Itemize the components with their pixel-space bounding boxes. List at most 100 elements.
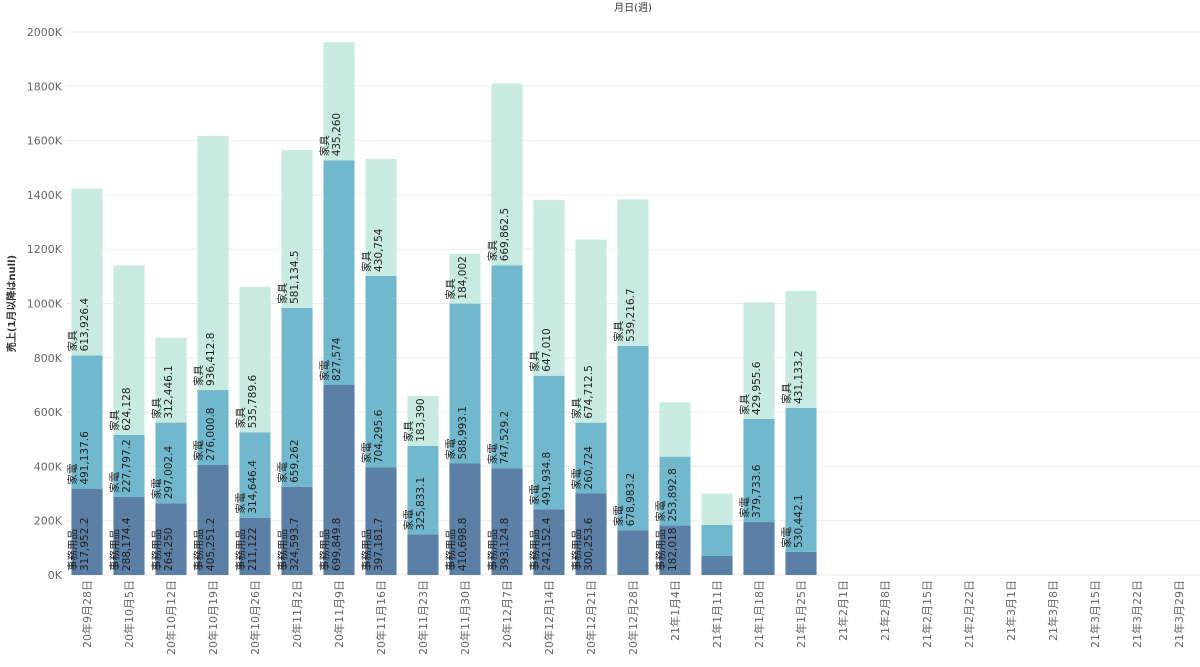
bar-segment (743, 302, 775, 419)
segment-label: 家電 276,000.8 (192, 408, 217, 461)
segment-series-name: 事務用品 (234, 529, 247, 571)
x-tick: 20年10月12日 (164, 580, 178, 655)
segment-series-name: 家具 (402, 420, 415, 441)
x-tick: 20年9月28日 (80, 580, 94, 648)
x-tick: 20年11月23日 (416, 580, 430, 655)
segment-series-name: 家具 (276, 282, 289, 303)
segment-value-label: 669,862.5 (499, 208, 511, 261)
segment-series-name: 事務用品 (444, 529, 457, 571)
segment-label: 事務用品 699,849.8 (318, 518, 343, 571)
segment-value-label: 227,797.2 (121, 439, 133, 492)
x-tick: 20年10月5日 (122, 580, 136, 648)
bar-segment (701, 555, 733, 575)
y-tick-label: 1000K (27, 298, 63, 311)
bar-segment (701, 524, 733, 556)
segment-label: 家電 747,529.2 (486, 411, 511, 464)
x-tick: 20年11月2日 (290, 580, 304, 648)
segment-series-name: 家電 (276, 461, 289, 482)
segment-value-label: 624,128 (121, 387, 133, 430)
y-axis-label: 売上(1月以降はnull) (5, 255, 18, 352)
x-tick-label: 21年1月11日 (710, 580, 724, 648)
bar-segment (323, 42, 355, 161)
segment-value-label: 659,262 (289, 439, 301, 482)
segment-label: 家具 647,010 (528, 328, 553, 371)
segment-series-name: 家具 (738, 393, 751, 414)
segment-label: 家具 430,754 (360, 228, 385, 272)
x-tick-label: 21年2月15日 (920, 580, 934, 648)
bar-segment (113, 496, 145, 575)
segment-value-label: 588,993.1 (457, 406, 469, 459)
segment-series-name: 家具 (318, 135, 331, 156)
x-tick: 21年3月29日 (1172, 580, 1186, 648)
bar-segment (785, 551, 817, 575)
x-tick-label: 21年3月22日 (1130, 580, 1144, 648)
x-tick: 21年1月18日 (752, 580, 766, 648)
segment-label: 事務用品 300,253.6 (570, 517, 595, 571)
segment-label: 家具 184,002 (444, 256, 469, 299)
x-tick: 21年1月4日 (668, 580, 682, 641)
segment-value-label: 613,926.4 (79, 298, 91, 352)
x-tick-label: 20年12月14日 (542, 580, 556, 655)
y-tick-label: 400K (34, 460, 63, 473)
segment-value-label: 379,733.6 (751, 464, 763, 518)
segment-series-name: 家電 (66, 463, 79, 484)
bar-segment (71, 488, 103, 575)
segment-series-name: 家電 (150, 478, 163, 499)
segment-value-label: 429,955.6 (751, 361, 763, 415)
segment-series-name: 家具 (444, 278, 457, 299)
segment-label: 家具 624,128 (108, 387, 133, 430)
segment-label: 家電 379,733.6 (738, 464, 763, 518)
y-tick-label: 1400K (27, 189, 63, 202)
bar-segment (533, 509, 565, 575)
x-tick-label: 20年12月28日 (626, 580, 640, 655)
segment-label: 家電 491,934.8 (528, 452, 553, 505)
bar-segment (281, 307, 313, 487)
segment-label: 事務用品 405,251.2 (192, 518, 217, 571)
bar-segment (281, 150, 313, 308)
x-tick: 20年11月16日 (374, 580, 388, 655)
segment-series-name: 事務用品 (654, 529, 667, 571)
segment-label: 家具 936,412.8 (192, 333, 217, 386)
segment-series-name: 事務用品 (360, 529, 373, 571)
x-tick-label: 20年12月21日 (584, 580, 598, 655)
x-tick-label: 20年11月9日 (332, 580, 346, 648)
segment-label: 家電 297,002.4 (150, 445, 175, 499)
x-tick-label: 20年11月23日 (416, 580, 430, 655)
segment-label: 家具 312,446.1 (150, 365, 175, 418)
segment-value-label: 678,983.2 (625, 473, 637, 526)
segment-series-name: 家電 (486, 443, 499, 464)
x-tick-label: 21年2月8日 (878, 580, 892, 641)
segment-series-name: 事務用品 (192, 529, 205, 571)
x-tick-label: 20年10月12日 (164, 580, 178, 655)
x-tick-label: 20年10月19日 (206, 580, 220, 655)
segment-series-name: 事務用品 (108, 529, 121, 571)
segment-value-label: 530,442.1 (793, 494, 805, 547)
segment-value-label: 827,574 (331, 337, 343, 381)
segment-value-label: 581,134.5 (289, 250, 301, 303)
x-tick-label: 21年1月18日 (752, 580, 766, 648)
bar-segment (113, 265, 145, 435)
x-tick-label: 21年1月25日 (794, 580, 808, 648)
segment-label: 事務用品 324,593.7 (276, 518, 301, 571)
segment-label: 事務用品 397,181.7 (360, 518, 385, 571)
x-tick: 20年10月19日 (206, 580, 220, 655)
x-tick: 21年2月8日 (878, 580, 892, 641)
segment-series-name: 家具 (234, 407, 247, 428)
x-tick: 21年2月1日 (836, 580, 850, 641)
x-tick-label: 20年12月7日 (500, 580, 514, 648)
segment-series-name: 家電 (528, 484, 541, 505)
segment-series-name: 事務用品 (276, 529, 289, 571)
x-tick: 20年12月14日 (542, 580, 556, 655)
bar-segment (701, 493, 733, 525)
x-tick-label: 21年3月29日 (1172, 580, 1186, 648)
bar-segment (533, 200, 565, 376)
y-tick-label: 800K (34, 352, 63, 365)
x-tick: 21年2月15日 (920, 580, 934, 648)
segment-series-name: 家具 (486, 240, 499, 261)
segment-value-label: 325,833.1 (415, 477, 427, 530)
bar-segment (155, 337, 187, 423)
segment-label: 家電 325,833.1 (402, 477, 427, 530)
x-tick: 20年12月21日 (584, 580, 598, 655)
x-tick-label: 21年2月22日 (962, 580, 976, 648)
bar-segment (491, 468, 523, 575)
